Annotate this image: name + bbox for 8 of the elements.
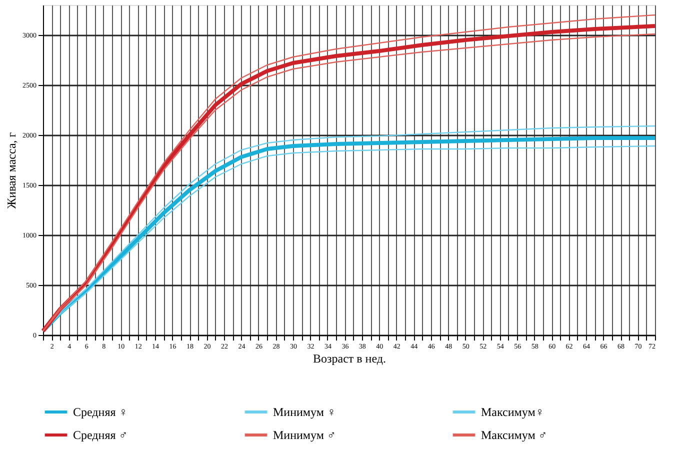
legend-label: Минимум ♀ (273, 405, 336, 419)
legend-label: Максимум ♂ (481, 428, 548, 442)
x-axis-title: Возраст в нед. (312, 352, 386, 366)
legend-label: Минимум ♂ (273, 428, 336, 442)
legend-label: Максимум♀ (481, 405, 544, 419)
legend-label: Средняя ♂ (73, 428, 128, 442)
legend-label: Средняя ♀ (73, 405, 128, 419)
y-axis-title: Живая масса, г (4, 132, 18, 209)
